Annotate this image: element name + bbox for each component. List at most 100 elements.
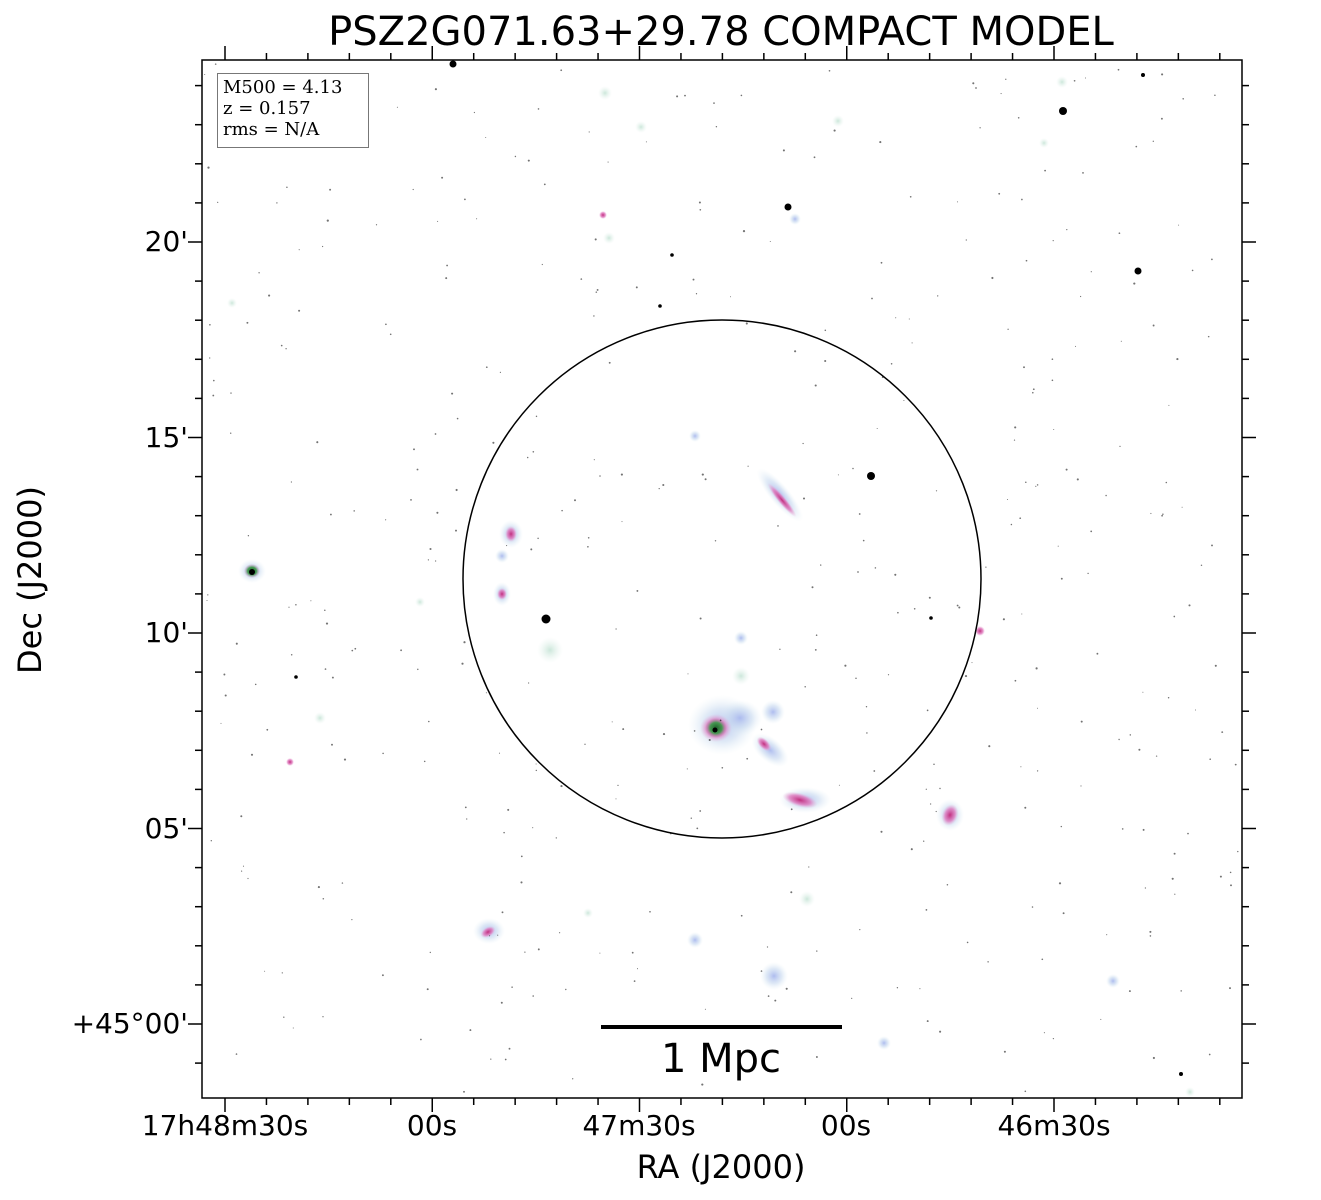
noise-speck (382, 752, 384, 755)
noise-speck (1036, 484, 1039, 486)
noise-speck (455, 529, 457, 532)
noise-speck (329, 513, 332, 516)
noise-speck (1152, 1056, 1155, 1060)
noise-speck (1144, 887, 1147, 889)
noise-speck (574, 499, 576, 502)
figure-title: PSZ2G071.63+29.78 COMPACT MODEL (328, 9, 1114, 55)
noise-speck (1118, 232, 1121, 235)
noise-speck (1150, 512, 1152, 515)
noise-speck (785, 987, 788, 990)
noise-speck (964, 675, 968, 678)
noise-speck (331, 676, 334, 679)
noise-speck (838, 784, 840, 786)
noise-speck (873, 770, 876, 772)
noise-speck (1182, 98, 1184, 100)
noise-speck (464, 806, 467, 809)
noise-speck (1035, 485, 1037, 487)
noise-speck (1007, 328, 1009, 330)
x-tick-label: 47m30s (582, 1109, 696, 1142)
noise-speck (508, 1047, 511, 1050)
noise-speck (745, 322, 748, 325)
noise-speck (413, 448, 415, 451)
noise-speck (1174, 893, 1176, 895)
noise-speck (246, 321, 249, 324)
noise-speck (928, 596, 931, 599)
noise-speck (833, 129, 836, 132)
noise-speck (1066, 228, 1068, 231)
noise-speck (1219, 875, 1222, 878)
noise-speck (1021, 198, 1023, 201)
noise-speck (532, 827, 534, 829)
noise-speck (935, 810, 937, 813)
noise-speck (247, 535, 250, 537)
noise-speck (1017, 117, 1020, 119)
noise-speck (1105, 494, 1107, 497)
noise-speck (1080, 785, 1082, 787)
noise-speck (560, 69, 563, 72)
noise-speck (321, 245, 324, 248)
noise-speck (1082, 172, 1084, 174)
noise-speck (701, 473, 704, 476)
noise-speck (1178, 224, 1180, 226)
noise-speck (991, 276, 994, 280)
noise-speck (331, 743, 333, 746)
noise-speck (1155, 755, 1158, 757)
noise-speck (527, 159, 530, 162)
noise-speck (837, 474, 839, 476)
noise-speck (594, 238, 597, 241)
noise-speck (209, 323, 211, 326)
noise-speck (537, 108, 540, 110)
noise-speck (937, 295, 939, 297)
noise-speck (1129, 734, 1132, 736)
noise-speck (428, 720, 430, 723)
noise-speck (385, 323, 387, 326)
noise-speck (708, 738, 711, 742)
noise-speck (489, 935, 491, 937)
noise-speck (1005, 78, 1007, 80)
noise-speck (740, 94, 743, 97)
noise-speck (1119, 445, 1121, 448)
noise-speck (1208, 1053, 1211, 1056)
noise-speck (777, 525, 779, 527)
noise-speck (1167, 697, 1170, 699)
noise-speck (1160, 117, 1163, 120)
noise-speck (469, 1029, 472, 1032)
noise-speck (747, 465, 749, 467)
noise-speck (213, 379, 215, 382)
noise-speck (779, 648, 781, 650)
noise-speck (423, 760, 426, 763)
noise-speck (713, 102, 715, 104)
noise-speck (1162, 513, 1164, 515)
noise-speck (721, 766, 724, 769)
noise-speck (695, 293, 698, 295)
noise-speck (972, 82, 975, 85)
noise-speck (436, 511, 439, 514)
noise-speck (503, 831, 505, 834)
noise-speck (1051, 358, 1054, 361)
x-tick-label: 00s (406, 1109, 458, 1142)
x-tick-label: 17h48m30s (141, 1109, 309, 1142)
noise-speck (490, 1058, 492, 1060)
noise-speck (1229, 987, 1231, 990)
y-tick-label: 10' (144, 616, 188, 649)
noise-speck (746, 757, 749, 760)
noise-speck (1191, 269, 1194, 272)
noise-speck (427, 559, 430, 561)
x-tick-label: 46m30s (997, 1109, 1111, 1142)
noise-speck (662, 733, 666, 736)
noise-speck (276, 202, 278, 204)
noise-speck (1087, 572, 1089, 575)
noise-speck (1035, 667, 1038, 670)
noise-speck (1211, 258, 1213, 261)
noise-speck (1209, 758, 1211, 760)
noise-speck (473, 111, 475, 114)
noise-speck (622, 728, 625, 731)
noise-speck (381, 974, 384, 977)
noise-speck (692, 278, 695, 281)
noise-speck (209, 357, 211, 359)
noise-speck (611, 721, 613, 723)
noise-speck (1090, 271, 1092, 273)
noise-speck (816, 950, 818, 952)
noise-speck (1058, 882, 1062, 885)
noise-speck (1211, 544, 1213, 547)
